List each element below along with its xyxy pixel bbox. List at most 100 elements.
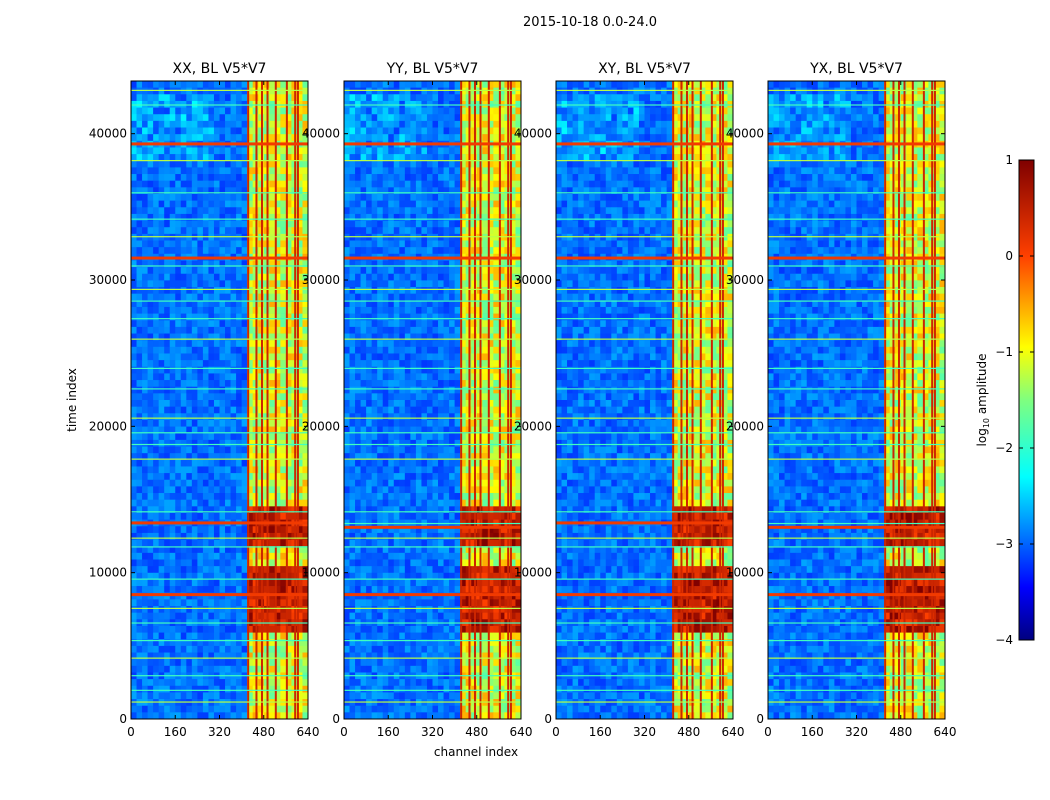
heatmap-cell — [515, 293, 521, 301]
heatmap-cell — [153, 632, 159, 640]
heatmap-cell — [421, 426, 428, 434]
heatmap-cell — [175, 147, 182, 155]
heatmap-cell — [131, 446, 137, 454]
heatmap-cell — [136, 267, 143, 275]
heatmap-cell — [225, 433, 231, 441]
heatmap-cell — [296, 320, 303, 328]
heatmap-cell — [197, 479, 204, 487]
heatmap-cell — [460, 107, 466, 115]
heatmap-cell — [371, 154, 378, 162]
heatmap-cell — [230, 87, 237, 95]
heatmap-cell — [219, 366, 226, 374]
heatmap-cell — [371, 300, 378, 308]
heatmap-cell — [388, 260, 395, 268]
heatmap-cell — [147, 692, 154, 700]
heatmap-cell — [164, 94, 171, 102]
heatmap-cell — [371, 227, 378, 235]
heatmap-cell — [349, 393, 356, 401]
heatmap-cell — [147, 346, 154, 354]
heatmap-cell — [355, 433, 361, 441]
heatmap-cell — [131, 493, 137, 500]
heatmap-cell — [274, 180, 281, 188]
heatmap-cell — [449, 160, 455, 168]
heatmap-cell — [388, 193, 395, 201]
heatmap-cell — [349, 187, 356, 195]
heatmap-cell — [410, 300, 417, 308]
heatmap-cell — [498, 200, 505, 208]
heatmap-cell — [225, 546, 231, 554]
heatmap-cell — [269, 260, 276, 268]
heatmap-cell — [415, 459, 422, 467]
heatmap-cell — [498, 313, 505, 321]
heatmap-cell — [175, 539, 182, 547]
heatmap-cell — [247, 566, 253, 574]
heatmap-cell — [175, 227, 182, 235]
heatmap-cell — [191, 539, 198, 547]
heatmap-cell — [443, 227, 450, 235]
heatmap-cell — [225, 81, 231, 88]
heatmap-cell — [269, 406, 276, 414]
heatmap-cell — [487, 386, 494, 394]
heatmap-cell — [302, 386, 308, 394]
heatmap-cell — [410, 154, 417, 162]
heatmap-cell — [236, 400, 242, 407]
heatmap-cell — [186, 433, 193, 441]
heatmap-cell — [175, 679, 182, 687]
heatmap-cell — [208, 360, 215, 368]
heatmap-cell — [131, 213, 137, 221]
heatmap-cell — [213, 160, 220, 168]
heatmap-cell — [449, 127, 455, 135]
heatmap-cell — [186, 539, 193, 547]
heatmap-cell — [225, 114, 231, 122]
heatmap-cell — [197, 426, 204, 434]
heatmap-cell — [482, 386, 489, 394]
heatmap-cell — [487, 200, 494, 208]
heatmap-cell — [219, 692, 226, 700]
heatmap-cell — [404, 300, 411, 308]
heatmap-cell — [454, 313, 461, 321]
heatmap-cell — [355, 174, 361, 181]
heatmap-cell — [438, 360, 444, 368]
heatmap-cell — [236, 293, 242, 301]
heatmap-cell — [180, 532, 187, 540]
heatmap-cell — [285, 233, 292, 241]
heatmap-cell — [426, 247, 433, 255]
heatmap-cell — [371, 260, 378, 268]
heatmap-cell — [432, 233, 439, 241]
heatmap-cell — [191, 94, 198, 102]
heatmap-cell — [236, 227, 242, 235]
heatmap-cell — [274, 486, 281, 494]
heatmap-cell — [460, 360, 466, 368]
heatmap-cell — [236, 512, 242, 520]
heatmap-cell — [421, 247, 428, 255]
heatmap-cell — [399, 273, 406, 281]
heatmap-cell — [180, 426, 187, 434]
heatmap-cell — [487, 406, 494, 414]
heatmap-cell — [421, 167, 428, 175]
heatmap-cell — [208, 639, 215, 647]
heatmap-cell — [432, 180, 439, 188]
heatmap-cell — [225, 227, 231, 235]
heatmap-cell — [460, 346, 466, 354]
heatmap-cell — [371, 446, 378, 454]
heatmap-cell — [153, 147, 159, 155]
heatmap-cell — [349, 87, 356, 95]
heatmap-cell — [371, 393, 378, 401]
heatmap-cell — [410, 240, 417, 248]
heatmap-cell — [269, 692, 276, 700]
heatmap-cell — [393, 120, 400, 128]
heatmap-cell — [147, 579, 154, 587]
heatmap-cell — [344, 154, 350, 162]
heatmap-cell — [131, 340, 137, 348]
heatmap-cell — [443, 446, 450, 454]
heatmap-cell — [280, 220, 287, 228]
heatmap-cell — [247, 174, 253, 181]
heatmap-cell — [208, 134, 215, 142]
heatmap-cell — [269, 233, 276, 241]
heatmap-cell — [280, 147, 287, 155]
heatmap-cell — [377, 220, 384, 228]
heatmap-cell — [302, 453, 308, 461]
heatmap-cell — [225, 539, 231, 547]
heatmap-cell — [377, 247, 384, 255]
heatmap-cell — [280, 200, 287, 208]
